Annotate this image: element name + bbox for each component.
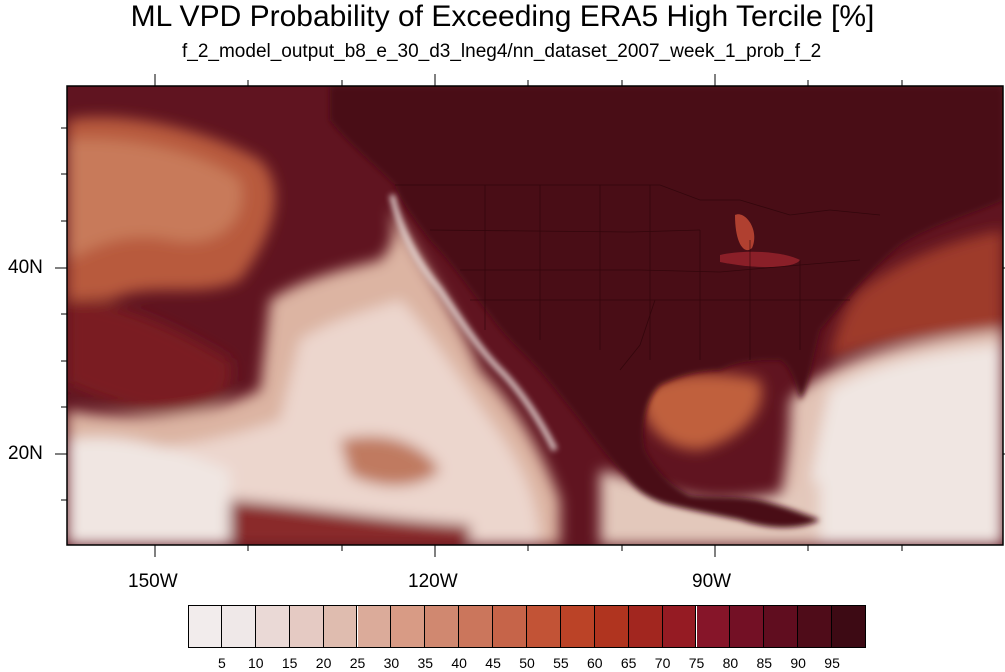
colorbar-swatch — [391, 605, 426, 647]
north-america-landmass — [330, 86, 1003, 528]
colorbar-label: 50 — [519, 655, 535, 671]
colorbar-swatch — [323, 605, 358, 647]
colorbar-label: 20 — [315, 655, 332, 671]
colorbar-swatch — [832, 605, 866, 647]
lon-label-120w: 120W — [408, 571, 458, 592]
colorbar-label: 70 — [654, 655, 671, 671]
colorbar-label: 55 — [553, 655, 569, 671]
colorbar-swatch — [594, 605, 629, 647]
colorbar-swatch — [628, 605, 663, 647]
lon-label-90w: 90W — [692, 571, 732, 592]
colorbar-label: 40 — [451, 655, 467, 671]
colorbar-swatch — [459, 605, 494, 647]
lat-label-40n: 40N — [8, 257, 43, 278]
colorbar-swatch — [798, 605, 833, 647]
colorbar-swatch — [255, 605, 290, 647]
colorbar-label: 25 — [349, 655, 366, 671]
probability-field — [67, 86, 1003, 545]
colorbar-label: 80 — [722, 655, 739, 671]
colorbar-swatch — [221, 605, 256, 647]
colorbar-label: 45 — [485, 655, 501, 671]
map-title: ML VPD Probability of Exceeding ERA5 Hig… — [130, 0, 875, 33]
colorbar-swatch — [696, 605, 731, 647]
colorbar-label: 90 — [790, 655, 806, 671]
colorbar-label: 35 — [417, 655, 434, 671]
axis-ticks — [55, 74, 1005, 557]
colorbar-swatch — [730, 605, 765, 647]
state-boundaries — [395, 184, 881, 371]
colorbar-swatch — [188, 605, 222, 647]
colorbar — [188, 605, 866, 648]
colorbar-label: 30 — [383, 655, 400, 671]
map-subtitle: f_2_model_output_b8_e_30_d3_lneg4/nn_dat… — [182, 41, 822, 62]
colorbar-swatch — [425, 605, 460, 647]
colorbar-swatch — [560, 605, 595, 647]
colorbar-label: 15 — [281, 655, 298, 671]
colorbar-label: 65 — [620, 655, 637, 671]
colorbar-swatch — [493, 605, 527, 647]
lon-label-150w: 150W — [128, 571, 178, 592]
colorbar-swatch — [764, 605, 799, 647]
colorbar-label: 95 — [824, 655, 840, 671]
map-frame — [66, 85, 1004, 546]
colorbar-label: 10 — [248, 655, 264, 671]
colorbar-label: 85 — [756, 655, 773, 671]
colorbar-label: 5 — [217, 655, 226, 671]
colorbar-swatch — [357, 605, 392, 647]
lat-label-20n: 20N — [8, 443, 43, 464]
colorbar-swatch — [662, 605, 697, 647]
colorbar-label: 60 — [587, 655, 603, 671]
colorbar-swatch — [289, 605, 324, 647]
colorbar-label: 75 — [688, 655, 705, 671]
map-panel — [55, 74, 1005, 557]
colorbar-swatch — [527, 605, 561, 647]
